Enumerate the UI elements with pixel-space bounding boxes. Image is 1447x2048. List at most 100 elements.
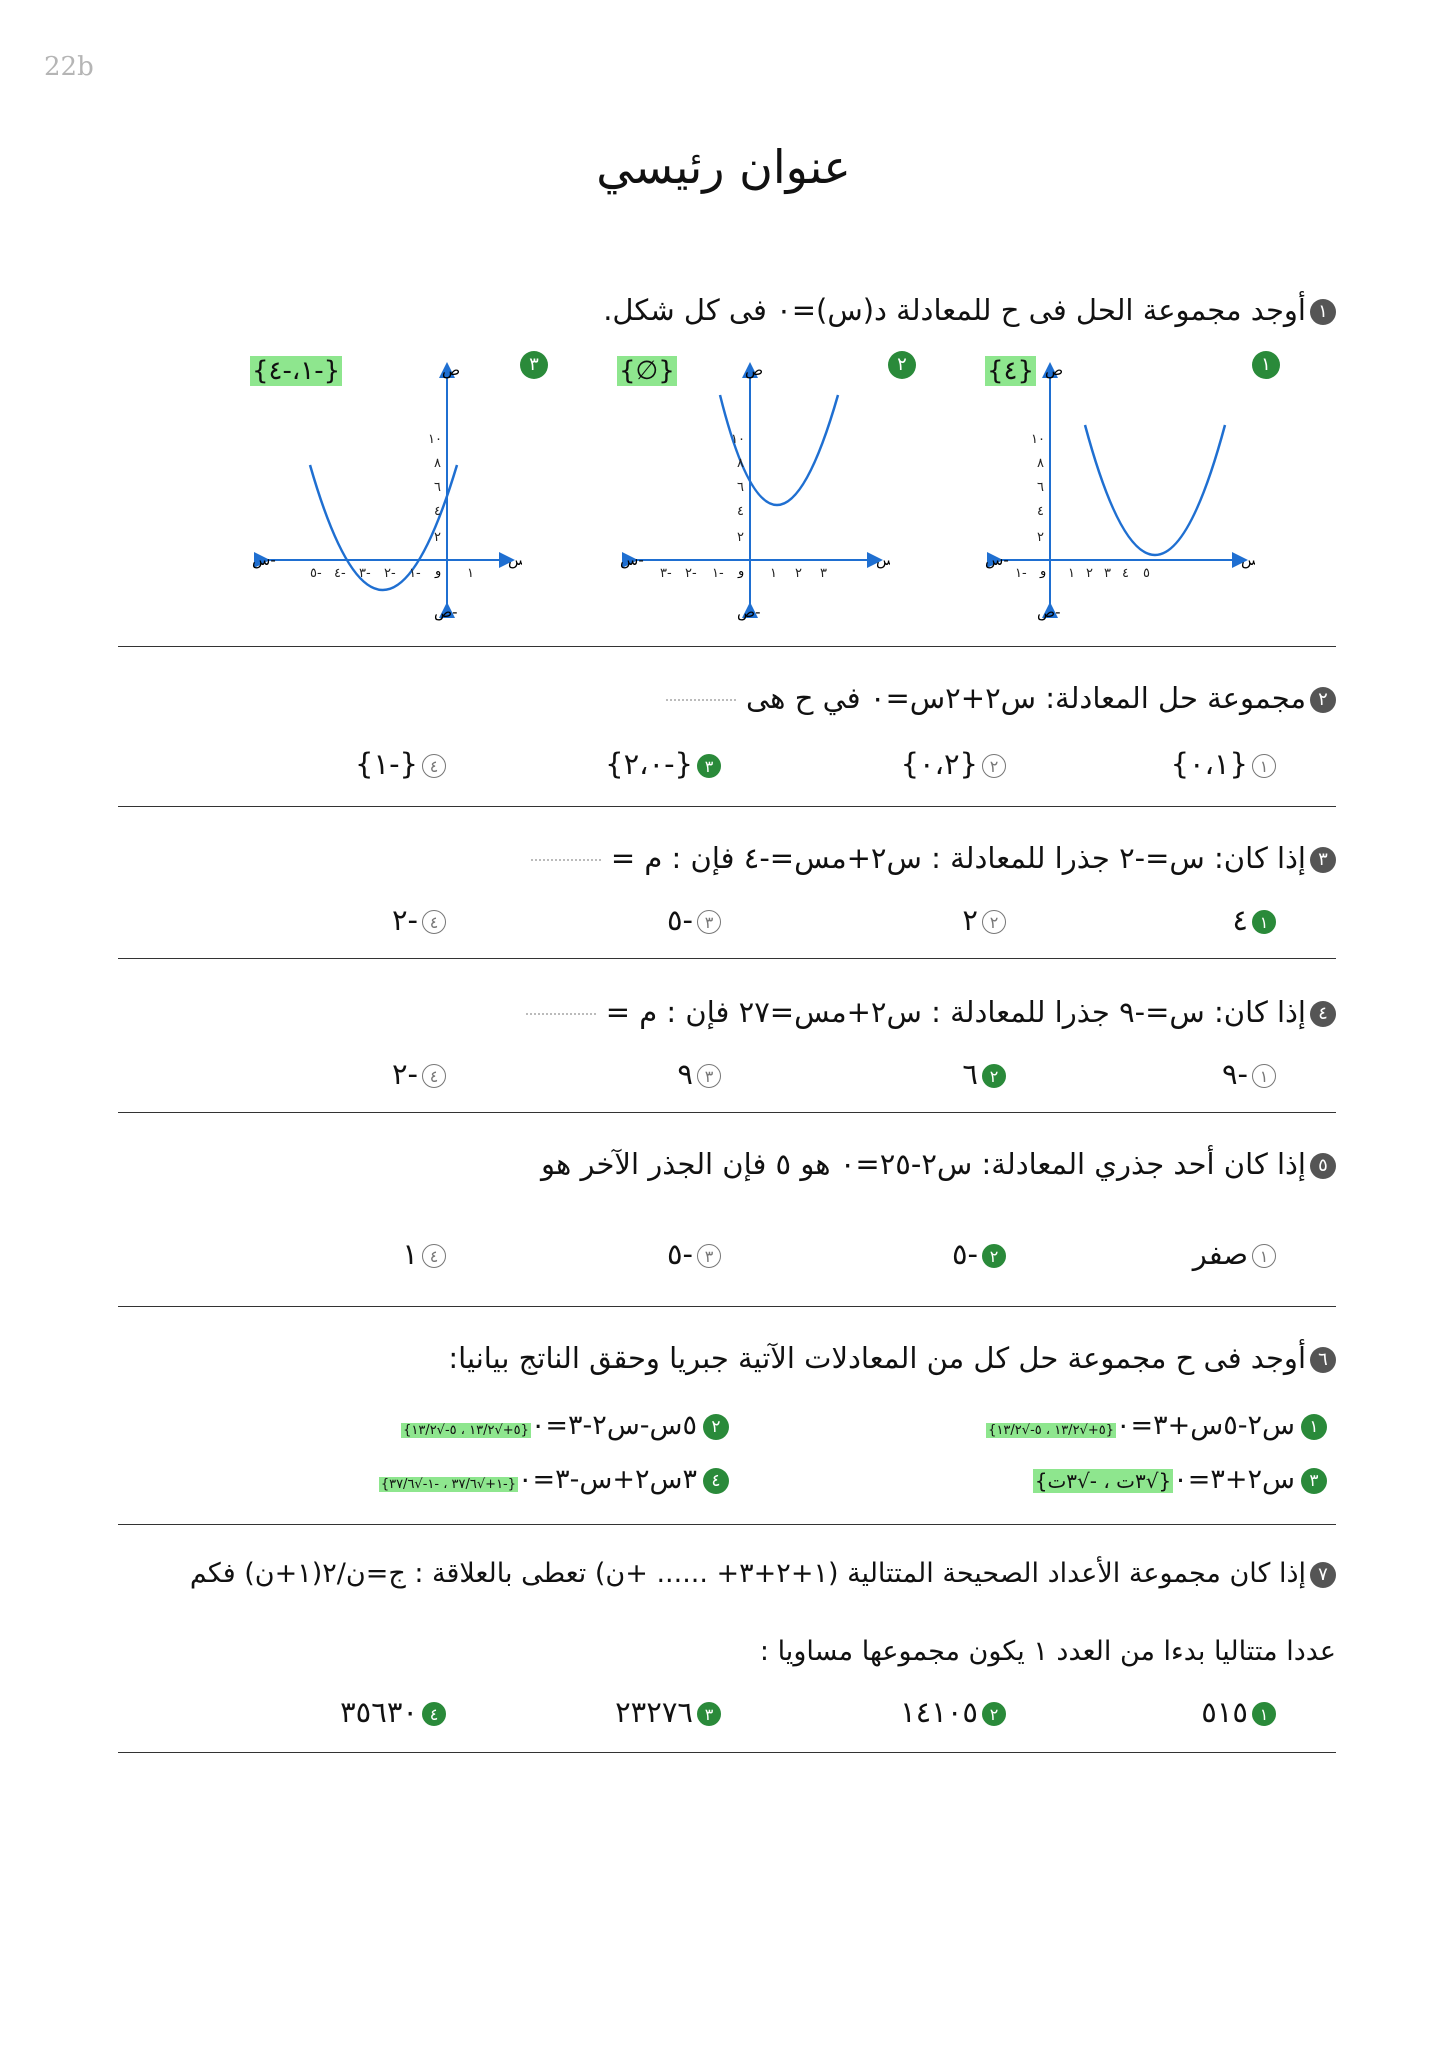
option-3[interactable]: ٣٢٣٢٧٦ [615, 1690, 721, 1734]
question-text: إذا كان أحد جذري المعادلة: س٢-٢٥=٠ هو ٥ … [541, 1147, 1306, 1181]
options-row: ١{٠،١} ٢{٠،٢} ٣{-٢،٠} ٤{-١} [118, 742, 1336, 786]
option-1[interactable]: ١صفر [1193, 1232, 1276, 1276]
question-6: ٦أوجد فى ح مجموعة حل كل من المعادلات الآ… [118, 1336, 1336, 1380]
option-4[interactable]: ٤١ [402, 1232, 446, 1276]
svg-text:١: ١ [770, 566, 777, 581]
question-number: ١ [1310, 299, 1336, 325]
question-number: ٢ [1310, 687, 1336, 713]
svg-text:١-: ١- [409, 566, 421, 581]
option-2[interactable]: ٢١٤١٠٥ [900, 1690, 1006, 1734]
svg-text:٣: ٣ [1104, 566, 1111, 581]
equation-answer: {٥+√١٣/٢ ، ٥-√١٣/٢} [986, 1423, 1116, 1438]
svg-text:٦: ٦ [434, 480, 441, 495]
svg-text:٣: ٣ [820, 566, 827, 581]
option-1[interactable]: ١٤ [1232, 898, 1276, 942]
question-text: إذا كان مجموعة الأعداد الصحيحة المتتالية… [189, 1558, 1306, 1589]
question-number: ٥ [1310, 1153, 1336, 1179]
divider [118, 1524, 1336, 1525]
graph-number: ١ [1252, 347, 1280, 379]
svg-text:٨: ٨ [1037, 456, 1044, 471]
option-3[interactable]: ٣{-٢،٠} [605, 742, 721, 786]
option-3[interactable]: ٣-٥ [667, 898, 721, 942]
divider [118, 1306, 1336, 1307]
option-4[interactable]: ٤-٢ [392, 898, 446, 942]
svg-text:٣-: ٣- [359, 566, 371, 581]
svg-text:و: و [1039, 564, 1046, 579]
question-text: أوجد مجموعة الحل فى ح للمعادلة د(س)=٠ فى… [603, 293, 1306, 327]
option-4[interactable]: ٤٣٥٦٣٠ [340, 1690, 446, 1734]
equation-answer: {√٣ت ، -√٣ت} [1032, 1469, 1174, 1493]
svg-text:ص-: ص- [434, 603, 458, 621]
answer-blank [525, 1013, 596, 1015]
option-1[interactable]: ١{٠،١} [1171, 742, 1276, 786]
svg-text:٤: ٤ [434, 504, 441, 519]
svg-text:٤: ٤ [1037, 504, 1044, 519]
page-title: عنوان رئيسي [596, 140, 851, 194]
option-3[interactable]: ٣٩ [677, 1052, 721, 1096]
graph-number: ٣ [520, 347, 548, 379]
divider [118, 958, 1336, 959]
option-1[interactable]: ١-٩ [1222, 1052, 1276, 1096]
equation-answer: {٥+√١٣/٢ ، ٥-√١٣/٢} [401, 1423, 531, 1438]
options-row: ١٥١٥ ٢١٤١٠٥ ٣٢٣٢٧٦ ٤٣٥٦٣٠ [118, 1690, 1336, 1734]
svg-text:٥-: ٥- [310, 566, 322, 581]
options-row: ١-٩ ٢٦ ٣٩ ٤-٢ [118, 1052, 1336, 1096]
option-2[interactable]: ٢-٥ [952, 1232, 1006, 1276]
svg-text:ص: ص [442, 361, 460, 379]
svg-text:و: و [737, 564, 744, 579]
divider [118, 646, 1336, 647]
svg-text:٤-: ٤- [334, 566, 346, 581]
option-4[interactable]: ٤{-١} [355, 742, 446, 786]
svg-text:٣-: ٣- [660, 566, 672, 581]
svg-text:١: ١ [1068, 566, 1075, 581]
svg-text:٤: ٤ [737, 504, 744, 519]
answer-blank [666, 699, 737, 701]
option-3[interactable]: ٣-٥ [667, 1232, 721, 1276]
option-2[interactable]: ٢{٠،٢} [901, 742, 1006, 786]
svg-text:١٠: ١٠ [428, 432, 442, 447]
svg-text:٥: ٥ [1143, 566, 1150, 581]
svg-text:س-: س- [252, 551, 276, 569]
equation-4: ٤٣س٢+س-٣=٠{-١+√٣٧/٦ ، -١-√٣٧/٦} [378, 1460, 729, 1505]
question-7: ٧إذا كان مجموعة الأعداد الصحيحة المتتالي… [118, 1552, 1336, 1674]
question-5: ٥إذا كان أحد جذري المعادلة: س٢-٢٥=٠ هو ٥… [118, 1142, 1336, 1186]
svg-text:٦: ٦ [1037, 480, 1044, 495]
answer-blank [530, 859, 601, 861]
svg-text:٢: ٢ [737, 530, 744, 545]
question-text: إذا كان: س=-٩ جذرا للمعادلة : س٢+مس=٢٧ ف… [605, 995, 1306, 1029]
svg-text:ص: ص [745, 361, 763, 379]
question-number: ٧ [1310, 1561, 1336, 1588]
options-row: ١٤ ٢٢ ٣-٥ ٤-٢ [118, 898, 1336, 942]
question-text: إذا كان: س=-٢ جذرا للمعادلة : س٢+مس=-٤ ف… [610, 841, 1306, 875]
svg-text:١: ١ [467, 566, 474, 581]
svg-text:و: و [434, 564, 441, 579]
svg-text:١٠: ١٠ [1031, 432, 1045, 447]
svg-text:ص-: ص- [1037, 603, 1061, 621]
svg-text:١-: ١- [712, 566, 724, 581]
graph-2: ص س س- ص- و ٣- ٢- ١- ١ ٢ ٣ ٢ ٤ ٦ ٨ ١٠ [620, 361, 890, 621]
graph-number: ٢ [888, 347, 916, 379]
divider [118, 1752, 1336, 1753]
equation-2: ٢٥س-س٢-٣=٠{٥+√١٣/٢ ، ٥-√١٣/٢} [401, 1406, 729, 1451]
svg-text:س: س [508, 551, 522, 569]
graph-answer: {-١،-٤} [250, 356, 343, 386]
svg-text:س: س [1241, 551, 1255, 569]
option-2[interactable]: ٢٦ [962, 1052, 1006, 1096]
svg-text:١٠: ١٠ [731, 432, 745, 447]
option-4[interactable]: ٤-٢ [392, 1052, 446, 1096]
question-3: ٣إذا كان: س=-٢ جذرا للمعادلة : س٢+مس=-٤ … [118, 836, 1336, 880]
svg-text:١-: ١- [1015, 566, 1027, 581]
question-number: ٣ [1310, 847, 1336, 873]
option-2[interactable]: ٢٢ [962, 898, 1006, 942]
svg-text:٢: ٢ [1086, 566, 1093, 581]
option-1[interactable]: ١٥١٥ [1201, 1690, 1276, 1734]
options-row: ١صفر ٢-٥ ٣-٥ ٤١ [118, 1232, 1336, 1276]
svg-text:س-: س- [985, 551, 1009, 569]
svg-text:ص-: ص- [737, 603, 761, 621]
question-text: مجموعة حل المعادلة: س٢+٢س=٠ في ح هى [746, 681, 1306, 715]
question-4: ٤إذا كان: س=-٩ جذرا للمعادلة : س٢+مس=٢٧ … [118, 990, 1336, 1034]
divider [118, 1112, 1336, 1113]
equation-1: ١س٢-٥س+٣=٠{٥+√١٣/٢ ، ٥-√١٣/٢} [986, 1406, 1327, 1451]
svg-text:٨: ٨ [434, 456, 441, 471]
